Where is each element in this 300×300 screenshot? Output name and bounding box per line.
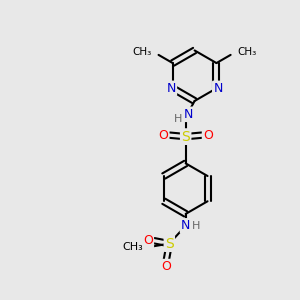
Text: O: O (158, 129, 168, 142)
Text: O: O (143, 234, 153, 247)
Text: CH₃: CH₃ (237, 47, 256, 57)
Text: N: N (181, 219, 190, 232)
Text: N: N (213, 82, 223, 95)
Text: H: H (174, 114, 182, 124)
Text: N: N (184, 108, 193, 121)
Text: O: O (161, 260, 171, 273)
Text: S: S (165, 237, 174, 250)
Text: H: H (192, 221, 200, 231)
Text: O: O (203, 129, 213, 142)
Text: N: N (167, 82, 176, 95)
Text: CH₃: CH₃ (122, 242, 143, 252)
Text: S: S (181, 130, 190, 144)
Text: CH₃: CH₃ (133, 47, 152, 57)
